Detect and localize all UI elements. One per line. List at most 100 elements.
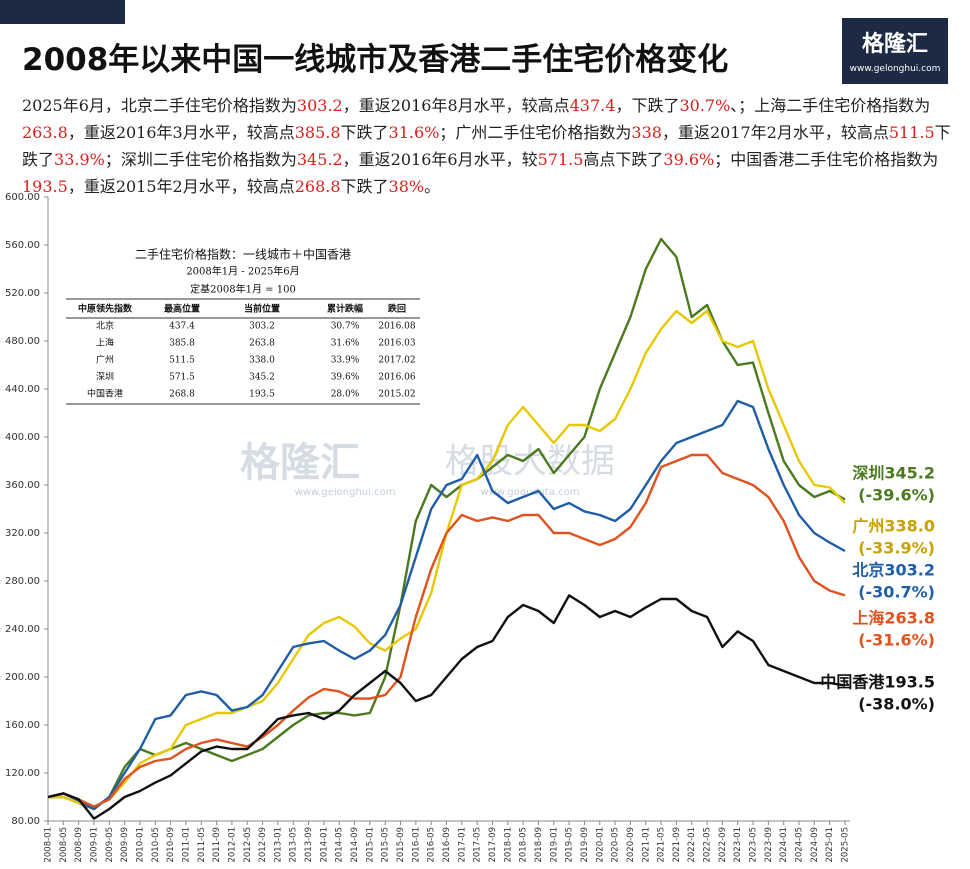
y-tick-label: 80.00 bbox=[11, 816, 40, 827]
x-tick-label: 2010-05 bbox=[151, 827, 161, 863]
summary-text: ，下跌了 bbox=[615, 96, 680, 115]
end-label: (-30.7%) bbox=[858, 583, 935, 602]
table-subtitle: 2008年1月 - 2025年6月 bbox=[186, 265, 299, 278]
x-tick-label: 2019-09 bbox=[580, 827, 590, 863]
x-tick-label: 2020-01 bbox=[595, 827, 605, 863]
x-tick-label: 2009-01 bbox=[89, 827, 99, 863]
table-header: 当前位置 bbox=[244, 303, 280, 315]
x-tick-label: 2024-05 bbox=[795, 827, 805, 863]
watermark: www.gelonghui.com bbox=[295, 487, 396, 498]
x-tick-label: 2011-09 bbox=[212, 827, 222, 863]
table-cell: 2016.06 bbox=[378, 373, 415, 383]
table-cell: 303.2 bbox=[249, 322, 275, 332]
table-cell: 263.8 bbox=[249, 339, 275, 349]
top-bar bbox=[0, 0, 125, 24]
x-tick-label: 2015-01 bbox=[365, 827, 375, 863]
table-cell: 30.7% bbox=[331, 322, 360, 332]
x-tick-label: 2008-05 bbox=[59, 827, 69, 863]
x-tick-label: 2012-05 bbox=[243, 827, 253, 863]
y-tick-label: 360.00 bbox=[5, 480, 40, 491]
table-cell: 39.6% bbox=[331, 373, 360, 383]
x-tick-label: 2015-09 bbox=[396, 827, 406, 863]
x-tick-label: 2021-01 bbox=[641, 827, 651, 863]
x-tick-label: 2020-09 bbox=[626, 827, 636, 863]
x-tick-label: 2016-01 bbox=[411, 827, 421, 863]
table-cell: 北京 bbox=[96, 320, 114, 332]
x-tick-label: 2014-01 bbox=[319, 827, 329, 863]
y-tick-label: 120.00 bbox=[5, 768, 40, 779]
summary-text: ，重返2016年6月水平，较 bbox=[342, 150, 538, 169]
y-tick-label: 440.00 bbox=[5, 384, 40, 395]
summary-text: 511.5 bbox=[888, 123, 935, 142]
summary-text: 268.8 bbox=[294, 177, 341, 196]
x-tick-label: 2019-05 bbox=[565, 827, 575, 863]
end-label: 深圳345.2 bbox=[852, 464, 935, 483]
table-cell: 437.4 bbox=[169, 322, 195, 332]
x-tick-label: 2013-05 bbox=[289, 827, 299, 863]
summary-text: 、；上海二手住宅价格指数为 bbox=[730, 96, 931, 115]
x-tick-label: 2017-01 bbox=[457, 827, 467, 863]
table-cell: 31.6% bbox=[331, 339, 360, 349]
y-tick-label: 320.00 bbox=[5, 528, 40, 539]
table-cell: 33.9% bbox=[331, 356, 360, 366]
table-cell: 2015.02 bbox=[378, 390, 415, 400]
x-tick-label: 2008-09 bbox=[74, 827, 84, 863]
summary-text: 38% bbox=[388, 177, 425, 196]
table-cell: 268.8 bbox=[169, 390, 195, 400]
x-tick-label: 2025-05 bbox=[841, 827, 851, 863]
summary-text: ；广州二手住宅价格指数为 bbox=[439, 123, 632, 142]
summary: 2025年6月，北京二手住宅价格指数为303.2，重返2016年8月水平，较高点… bbox=[22, 92, 952, 200]
series-line bbox=[48, 237, 846, 811]
y-tick-label: 520.00 bbox=[5, 288, 40, 299]
end-label: 北京303.2 bbox=[852, 561, 935, 580]
table-cell: 广州 bbox=[96, 354, 114, 366]
summary-text: 。 bbox=[424, 177, 441, 196]
end-label: (-38.0%) bbox=[858, 695, 935, 714]
x-tick-label: 2011-01 bbox=[181, 827, 191, 863]
summary-text: 385.8 bbox=[294, 123, 341, 142]
summary-text: 高点下跌了 bbox=[583, 150, 664, 169]
summary-text: 39.6% bbox=[663, 150, 715, 169]
x-tick-label: 2008-01 bbox=[44, 827, 54, 863]
summary-text: ，重返2016年3月水平，较高点 bbox=[67, 123, 295, 142]
summary-text: 31.6% bbox=[388, 123, 440, 142]
table-cell: 511.5 bbox=[169, 356, 195, 366]
x-tick-label: 2016-05 bbox=[427, 827, 437, 863]
end-label: 中国香港193.5 bbox=[820, 673, 935, 692]
table-cell: 385.8 bbox=[169, 339, 195, 349]
x-tick-label: 2021-05 bbox=[657, 827, 667, 863]
y-tick-label: 200.00 bbox=[5, 672, 40, 683]
table-cell: 28.0% bbox=[331, 390, 360, 400]
x-tick-label: 2016-09 bbox=[442, 827, 452, 863]
table-cell: 上海 bbox=[96, 337, 114, 349]
table-cell: 571.5 bbox=[169, 373, 195, 383]
y-tick-label: 160.00 bbox=[5, 720, 40, 731]
watermark: 格隆汇 bbox=[240, 440, 360, 486]
y-tick-label: 480.00 bbox=[5, 336, 40, 347]
table-header: 跌回 bbox=[388, 303, 406, 315]
summary-text: 下跌了 bbox=[22, 123, 951, 169]
series-line bbox=[47, 594, 846, 820]
table-cell: 2016.03 bbox=[378, 339, 415, 349]
y-tick-label: 280.00 bbox=[5, 576, 40, 587]
x-tick-label: 2012-09 bbox=[258, 827, 268, 863]
x-tick-label: 2023-05 bbox=[749, 827, 759, 863]
logo-url: www.gelonghui.com bbox=[849, 64, 941, 74]
table-cell: 深圳 bbox=[96, 372, 114, 383]
summary-text: 33.9% bbox=[54, 150, 105, 169]
watermark: 格股大数据 bbox=[445, 442, 615, 482]
summary-text: ；中国香港二手住宅价格指数为 bbox=[714, 150, 939, 169]
x-tick-label: 2018-09 bbox=[534, 827, 544, 863]
table-header: 中原领先指数 bbox=[78, 303, 133, 315]
end-label: (-33.9%) bbox=[858, 539, 935, 558]
x-tick-label: 2020-05 bbox=[611, 827, 621, 863]
x-tick-label: 2015-05 bbox=[381, 827, 391, 863]
summary-text: ，重返2015年2月水平，较高点 bbox=[67, 177, 295, 196]
table-cell: 中国香港 bbox=[87, 388, 123, 400]
x-tick-label: 2009-09 bbox=[120, 827, 130, 863]
y-tick-label: 400.00 bbox=[5, 432, 40, 443]
series-line bbox=[47, 399, 846, 811]
watermark: www.gogudata.com bbox=[480, 487, 579, 498]
table-cell: 338.0 bbox=[249, 356, 275, 366]
